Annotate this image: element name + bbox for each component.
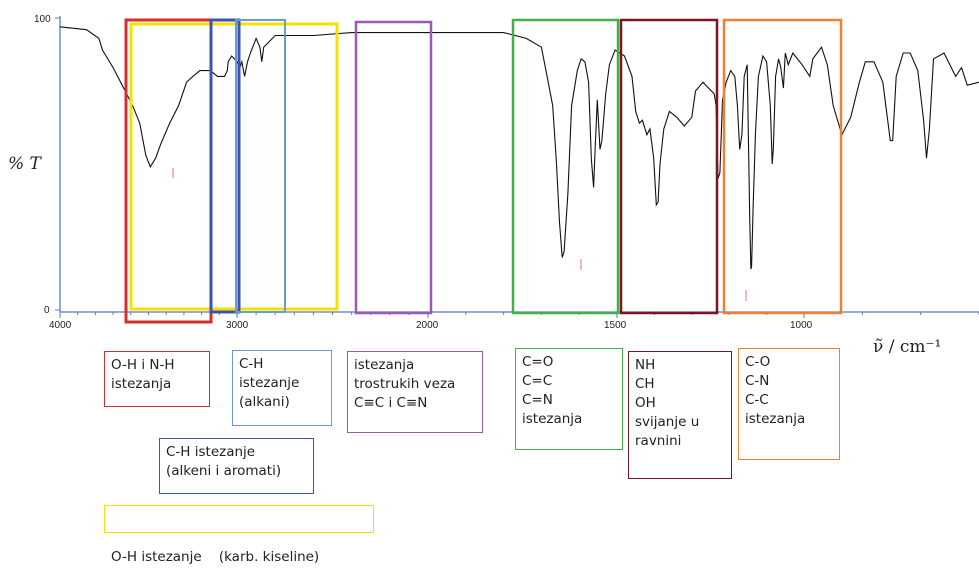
label-line: O-H i N-H xyxy=(111,357,175,373)
region-box-single-bonds xyxy=(722,18,843,315)
label-line: svijanje u xyxy=(635,414,700,430)
region-box-ch-alkeni xyxy=(209,18,241,314)
y-tick-label-0: 0 xyxy=(44,305,50,316)
label-line: C-O xyxy=(745,354,771,370)
region-box-bending xyxy=(619,18,719,315)
label-line: C-H istezanje xyxy=(166,444,256,460)
label-line: O-H istezanje (karb. kiseline) xyxy=(111,549,320,565)
label-oh-nh: O-H i N-H istezanja xyxy=(104,351,210,407)
label-line: OH xyxy=(635,395,656,411)
label-line: C-N xyxy=(745,373,770,389)
spectrum-line xyxy=(59,26,979,270)
label-line: ravnini xyxy=(635,433,682,449)
region-box-ch-alkani xyxy=(235,19,286,313)
label-triple-bonds: istezanja trostrukih veza C≡C i C≡N xyxy=(347,351,483,433)
label-line: C-C xyxy=(745,392,769,408)
x-tick-label-3000: 3000 xyxy=(226,320,249,331)
label-line: istezanja xyxy=(522,411,583,427)
label-ch-alkani: C-H istezanje (alkani) xyxy=(232,350,332,426)
label-line: istezanja xyxy=(354,357,415,373)
label-single-bonds: C-O C-N C-C istezanja xyxy=(738,348,840,460)
label-line: trostrukih veza xyxy=(354,376,456,392)
x-axis-title: ν̃ / cm⁻¹ xyxy=(873,337,941,357)
label-line: NH xyxy=(635,357,656,373)
region-box-double-bonds xyxy=(511,18,620,315)
region-box-oh-kiseline xyxy=(129,22,339,311)
label-line: C=O xyxy=(522,354,554,370)
label-oh-kiseline: O-H istezanje (karb. kiseline) xyxy=(104,505,374,565)
x-tick-label-1500: 1500 xyxy=(604,320,627,331)
ir-spectrum-chart: 100 0 4000 3000 2000 1500 1000 % T ν̃ / … xyxy=(8,14,979,357)
label-line: C≡C i C≡N xyxy=(354,395,428,411)
label-line: C=C xyxy=(522,373,553,389)
label-double-bonds: C=O C=C C=N istezanja xyxy=(515,348,623,450)
x-tick-label-2000: 2000 xyxy=(416,320,439,331)
label-bending: NH CH OH svijanje u ravnini xyxy=(628,351,732,479)
label-line: C=N xyxy=(522,392,553,408)
x-tick-label-1000: 1000 xyxy=(790,320,813,331)
label-line: (alkani) xyxy=(239,394,290,410)
label-line: istezanje xyxy=(239,375,300,391)
y-axis-title: % T xyxy=(8,154,43,174)
x-tick-label-4000: 4000 xyxy=(49,320,72,331)
region-box-triple-bonds xyxy=(354,20,433,315)
label-line: istezanja xyxy=(111,376,172,392)
label-line: CH xyxy=(635,376,655,392)
label-line: C-H xyxy=(239,356,264,372)
region-box-oh-nh xyxy=(124,18,213,324)
label-line: istezanja xyxy=(745,411,806,427)
y-tick-label-100: 100 xyxy=(34,14,51,25)
label-ch-alkeni: C-H istezanje (alkeni i aromati) xyxy=(159,438,314,494)
label-line: (alkeni i aromati) xyxy=(166,463,282,479)
